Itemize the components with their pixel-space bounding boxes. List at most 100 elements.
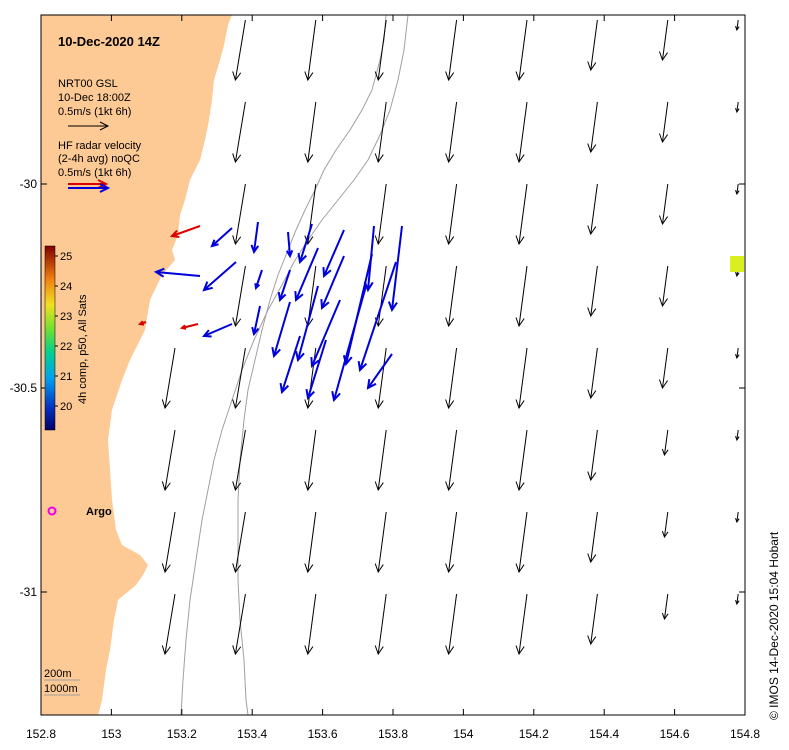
model-arrow <box>659 347 669 390</box>
model-arrow <box>161 347 176 410</box>
model-legend-time: 10-Dec 18:00Z <box>58 92 131 104</box>
x-tick-label: 154.8 <box>730 727 760 741</box>
hf-radar-arrows <box>137 221 403 403</box>
radar-arrow <box>201 323 233 338</box>
radar-legend-line1: HF radar velocity <box>58 140 142 152</box>
model-arrow <box>587 511 598 564</box>
model-arrow <box>587 19 598 72</box>
argo-float-marker <box>47 506 57 516</box>
radar-arrow <box>322 229 345 279</box>
model-arrow <box>232 101 246 164</box>
radar-arrow <box>357 261 397 373</box>
model-arrow <box>661 593 669 621</box>
model-arrow <box>445 19 458 82</box>
model-arrow <box>161 429 176 492</box>
radar-arrow <box>305 339 327 401</box>
model-arrow <box>232 593 246 656</box>
model-arrow <box>659 19 669 62</box>
x-tick-label: 153.4 <box>237 727 267 741</box>
model-arrow <box>735 511 740 524</box>
radar-arrow-red <box>169 225 201 238</box>
model-arrow <box>445 347 458 410</box>
model-arrow <box>587 183 598 236</box>
model-arrow <box>587 593 598 646</box>
model-arrow <box>587 347 598 400</box>
model-arrow <box>445 183 458 246</box>
model-legend-name: NRT00 GSL <box>58 78 118 90</box>
radar-arrow <box>295 285 319 363</box>
model-arrow <box>735 593 740 606</box>
radar-arrow-red <box>179 323 199 330</box>
depth-legend-1000m: 1000m <box>44 683 78 695</box>
colorbar-tick-label: 20 <box>60 401 72 413</box>
radar-arrow <box>251 305 261 337</box>
model-arrow <box>374 101 387 164</box>
x-tick-label: 152.8 <box>26 727 56 741</box>
model-arrow <box>659 101 669 144</box>
model-arrow <box>232 429 246 492</box>
depth-legend-200m: 200m <box>44 668 72 680</box>
x-tick-label: 153.6 <box>308 727 338 741</box>
radar-legend-arrow-icon <box>68 179 111 193</box>
model-arrow <box>445 101 458 164</box>
model-arrow <box>374 183 387 246</box>
model-arrow <box>735 429 740 442</box>
model-arrow <box>374 429 387 492</box>
radar-arrow <box>210 227 233 248</box>
model-arrow <box>232 511 246 574</box>
model-arrow <box>659 265 669 308</box>
model-arrow <box>515 19 528 82</box>
radar-arrow <box>310 299 341 369</box>
model-arrow <box>445 265 458 328</box>
radar-arrow <box>366 353 393 390</box>
model-arrow <box>445 511 458 574</box>
model-arrow <box>661 511 669 539</box>
model-arrow <box>232 347 246 410</box>
model-arrow <box>445 593 458 656</box>
radar-arrow <box>254 269 263 291</box>
radar-arrow <box>294 247 319 303</box>
map-title: 10-Dec-2020 14Z <box>58 34 160 49</box>
model-legend-arrow-icon <box>68 121 110 131</box>
colorbar-tick-label: 23 <box>60 311 72 323</box>
colorbar-ticks: 20 21 22 23 24 25 <box>55 251 72 413</box>
model-arrow <box>515 347 528 410</box>
radar-arrow <box>331 285 367 403</box>
model-arrow <box>304 101 317 164</box>
model-arrow <box>304 593 317 656</box>
model-arrow <box>735 347 740 360</box>
model-arrow <box>587 429 598 482</box>
model-arrow <box>232 265 246 328</box>
model-arrow <box>515 265 528 328</box>
model-arrow <box>161 593 176 656</box>
model-arrow <box>304 511 317 574</box>
x-tick-label: 154.4 <box>589 727 619 741</box>
model-legend-scale: 0.5m/s (1kt 6h) <box>58 106 131 118</box>
model-arrow <box>515 429 528 492</box>
radar-arrow <box>202 261 237 292</box>
radar-arrow <box>297 223 313 265</box>
model-arrow <box>515 101 528 164</box>
model-arrow <box>515 183 528 246</box>
credit-text: © IMOS 14-Dec-2020 15:04 Hobart <box>767 531 781 720</box>
radar-arrow <box>271 301 291 359</box>
y-tick-label: -30 <box>20 177 38 191</box>
axis-ticks: 152.8 153 153.2 153.4 153.6 153.8 154 154.2 154.… <box>10 15 760 741</box>
isobath-1000m <box>180 15 409 715</box>
model-arrow <box>587 265 598 318</box>
colorbar-tick-label: 25 <box>60 251 72 263</box>
radar-arrow <box>285 231 294 259</box>
model-arrow <box>304 183 317 246</box>
model-arrow <box>445 429 458 492</box>
plot-area <box>41 15 744 715</box>
colorbar-tick-label: 24 <box>60 281 72 293</box>
y-tick-label: -31 <box>20 585 38 599</box>
x-tick-label: 154 <box>453 727 473 741</box>
model-arrow <box>587 101 598 154</box>
x-tick-label: 153.2 <box>167 727 197 741</box>
model-arrow <box>515 511 528 574</box>
radar-arrow <box>153 267 201 278</box>
model-arrow <box>374 511 387 574</box>
x-tick-label: 153 <box>101 727 121 741</box>
model-arrow <box>735 19 740 32</box>
